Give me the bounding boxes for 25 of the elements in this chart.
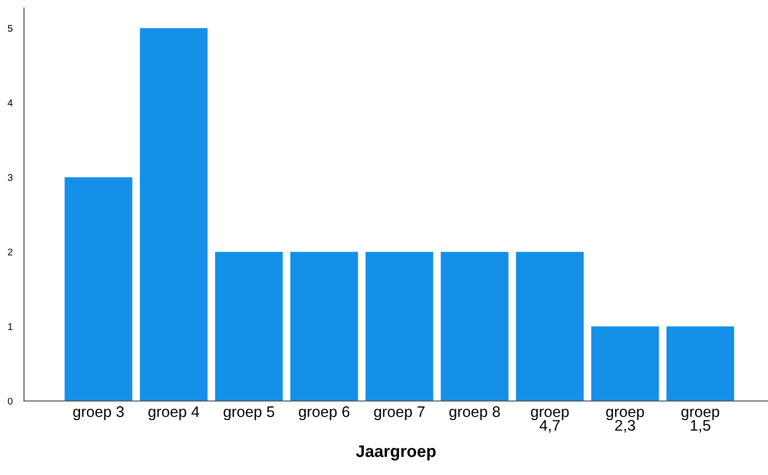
x-tick-label: groep 6 [298,406,350,420]
x-axis-title: Jaargroep [356,445,436,460]
bar [64,177,132,401]
bar [366,252,434,401]
y-tick-label: 3 [8,174,12,181]
y-tick-label: 5 [8,24,12,32]
x-tick-label: groep 4 [148,406,200,420]
x-tick-label: groep 4,7 [530,408,569,433]
bar [440,252,508,401]
bar [140,28,208,401]
x-tick-label: groep 5 [224,406,274,420]
y-tick-label: 2 [8,248,12,256]
x-tick-label: groep 2,3 [606,408,644,433]
y-tick-label: 0 [8,398,13,405]
bar [215,252,283,401]
bar [516,252,584,401]
bar [591,326,659,401]
x-tick-label: groep 1,5 [681,408,720,433]
x-tick-label: groep 7 [374,406,425,420]
y-tick-label: 4 [8,100,13,106]
x-tick-label: groep 8 [449,406,500,420]
bar [666,326,734,401]
bar [290,252,358,401]
x-tick-label: groep 3 [73,406,124,420]
y-tick-label: 1 [8,323,12,330]
